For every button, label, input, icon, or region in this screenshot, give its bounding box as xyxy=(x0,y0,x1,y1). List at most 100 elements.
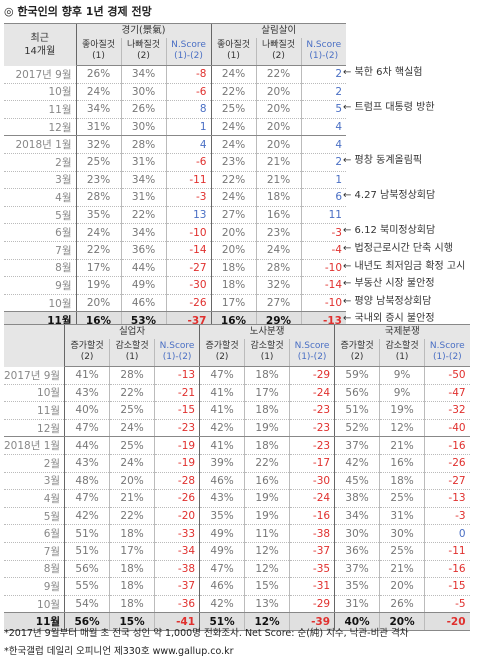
cell-value: 30% xyxy=(120,118,166,137)
cell-value: 40% xyxy=(64,401,110,420)
annotation: ← 법정근로시간 단축 시행 xyxy=(343,243,453,254)
cell-value: 24% xyxy=(210,135,256,154)
cell-value: 45% xyxy=(334,472,380,491)
cell-value: 25% xyxy=(210,100,256,119)
table-row: 2017년 9월 41% 28% -13 47% 18% -29 59% 9% -50 xyxy=(4,366,470,385)
cell-value: 31% xyxy=(379,507,425,526)
cell-value: 18% xyxy=(109,560,155,579)
cell-value: -16 xyxy=(424,436,470,455)
row-label: 2018년 1월 xyxy=(4,135,76,154)
cell-value: 51% xyxy=(64,542,110,561)
row-label: 8월 xyxy=(4,259,76,278)
cell-value: 35% xyxy=(75,206,121,225)
cell-value: -31 xyxy=(289,577,335,596)
cell-value: 49% xyxy=(120,276,166,295)
cell-value: 25% xyxy=(75,153,121,172)
cell-value: 20% xyxy=(210,241,256,260)
cell-value: 56% xyxy=(64,612,110,631)
cell-value: 13 xyxy=(165,206,211,225)
table-row: 10월 20% 46% -26 17% 27% -10 xyxy=(4,294,346,313)
cell-value: 2 xyxy=(300,83,346,102)
cell-value: 56% xyxy=(64,560,110,579)
row-label: 12월 xyxy=(4,419,65,438)
group-header-intl-dispute: 국제분쟁 xyxy=(334,324,470,339)
row-label: 11월 xyxy=(4,612,65,631)
cell-value: 47% xyxy=(199,560,245,579)
column-header: 좋아질것 (1) xyxy=(210,37,256,66)
cell-value: 9% xyxy=(379,384,425,403)
row-label: 2017년 9월 xyxy=(4,65,76,84)
row-label: 2월 xyxy=(4,153,76,172)
cell-value: -19 xyxy=(154,436,200,455)
table-row: 8월 17% 44% -27 18% 28% -10 xyxy=(4,259,346,278)
cell-value: 21% xyxy=(109,489,155,508)
cell-value: 59% xyxy=(334,366,380,385)
cell-value: 28% xyxy=(255,259,301,278)
cell-value: 19% xyxy=(379,401,425,420)
cell-value: 28% xyxy=(120,135,166,154)
cell-value: -23 xyxy=(289,419,335,438)
cell-value: 47% xyxy=(64,419,110,438)
cell-value: -8 xyxy=(165,65,211,84)
cell-value: 20% xyxy=(255,135,301,154)
cell-value: 46% xyxy=(199,472,245,491)
cell-value: -39 xyxy=(289,612,335,631)
row-label: 11월 xyxy=(4,100,76,119)
cell-value: 20% xyxy=(379,577,425,596)
cell-value: -34 xyxy=(154,542,200,561)
annotation: ← 4.27 남북정상회담 xyxy=(343,190,436,202)
cell-value: 17% xyxy=(109,542,155,561)
cell-value: 46% xyxy=(120,294,166,313)
annotation: ← 6.12 북미정상회담 xyxy=(343,225,436,237)
cell-value: -13 xyxy=(424,489,470,508)
cell-value: -11 xyxy=(165,171,211,190)
cell-value: 25% xyxy=(109,436,155,455)
cell-value: 34% xyxy=(120,223,166,242)
column-header: 나빠질것 (2) xyxy=(255,37,301,66)
cell-value: 34% xyxy=(334,507,380,526)
cell-value: 4 xyxy=(300,135,346,154)
cell-value: 24% xyxy=(210,188,256,207)
cell-value: 27% xyxy=(210,206,256,225)
cell-value: 51% xyxy=(64,524,110,543)
cell-value: -37 xyxy=(154,577,200,596)
row-label: 6월 xyxy=(4,223,76,242)
table-row: 8월 56% 18% -38 47% 12% -35 37% 21% -16 xyxy=(4,560,470,579)
cell-value: 51% xyxy=(199,612,245,631)
row-label: 10월 xyxy=(4,595,65,614)
table-row: 2017년 9월 26% 34% -8 24% 22% 2 xyxy=(4,65,346,84)
cell-value: -29 xyxy=(289,366,335,385)
row-label: 10월 xyxy=(4,294,76,313)
column-header: 증가할것 (2) xyxy=(334,338,380,367)
row-label: 2월 xyxy=(4,454,65,473)
cell-value: 22% xyxy=(244,454,290,473)
cell-value: -14 xyxy=(165,241,211,260)
cell-value: 24% xyxy=(109,454,155,473)
summary-row: 11월 56% 15% -41 51% 12% -39 40% 20% -20 xyxy=(4,612,470,631)
cell-value: 56% xyxy=(334,384,380,403)
cell-value: -29 xyxy=(289,595,335,614)
cell-value: -28 xyxy=(154,472,200,491)
row-label: 5월 xyxy=(4,507,65,526)
cell-value: 41% xyxy=(199,384,245,403)
row-label: 12월 xyxy=(4,118,76,137)
cell-value: 22% xyxy=(210,83,256,102)
cell-value: 37% xyxy=(334,560,380,579)
annotation: ← 부동산 시장 불안정 xyxy=(343,278,435,290)
row-label: 7월 xyxy=(4,241,76,260)
cell-value: -6 xyxy=(165,153,211,172)
row-label: 7월 xyxy=(4,542,65,561)
cell-value: 19% xyxy=(75,276,121,295)
annotation: ← 평창 동계올림픽 xyxy=(343,155,423,166)
corner-header: 최근 14개월 xyxy=(4,23,76,66)
cell-value: 6 xyxy=(300,188,346,207)
cell-value: -11 xyxy=(424,542,470,561)
cell-value: 24% xyxy=(75,83,121,102)
cell-value: 43% xyxy=(64,454,110,473)
table-row: 9월 19% 49% -30 18% 32% -14 xyxy=(4,276,346,295)
cell-value: 49% xyxy=(199,542,245,561)
cell-value: -26 xyxy=(154,489,200,508)
row-label: 4월 xyxy=(4,489,65,508)
cell-value: 26% xyxy=(75,65,121,84)
cell-value: 32% xyxy=(75,135,121,154)
